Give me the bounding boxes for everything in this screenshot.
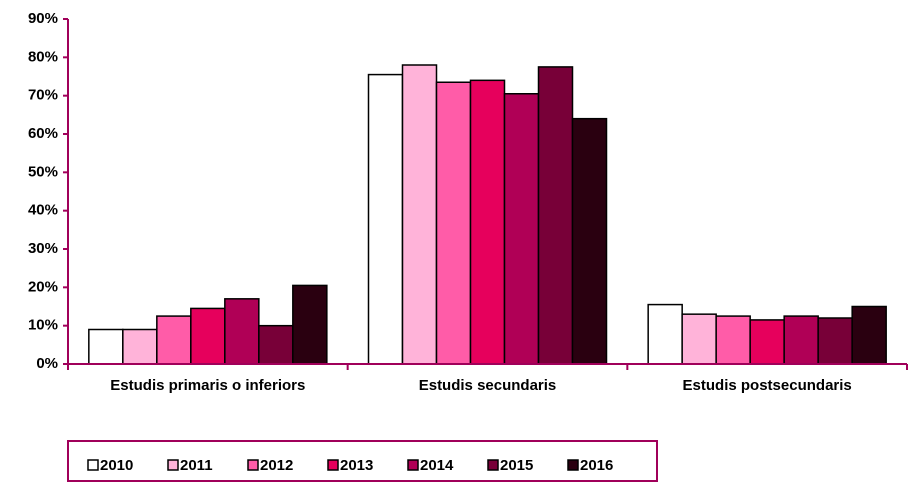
legend-swatch <box>327 459 339 471</box>
x-tick-label: Estudis postsecundaris <box>683 377 852 394</box>
bar <box>503 93 540 365</box>
y-tick-label: 50% <box>28 163 58 180</box>
bar <box>122 328 158 365</box>
x-tick-label: Estudis secundaris <box>419 377 557 394</box>
bar <box>851 305 887 365</box>
legend-box <box>67 440 658 482</box>
y-tick-label: 10% <box>28 317 58 334</box>
x-tick-label: Estudis primaris o inferiors <box>110 377 305 394</box>
bar <box>469 79 506 365</box>
legend-label: 2010 <box>100 457 133 474</box>
legend-swatch <box>87 459 99 471</box>
legend-swatch <box>167 459 179 471</box>
bar <box>817 317 853 365</box>
legend-label: 2013 <box>340 457 373 474</box>
y-tick-label: 60% <box>28 125 58 142</box>
legend-swatch <box>487 459 499 471</box>
y-tick-label: 90% <box>28 10 58 27</box>
y-tick-label: 30% <box>28 240 58 257</box>
legend-label: 2011 <box>180 457 213 474</box>
bar <box>156 315 192 365</box>
bar <box>401 64 438 365</box>
legend-label: 2015 <box>500 457 533 474</box>
bar <box>190 307 226 365</box>
bar <box>537 66 574 365</box>
legend-swatch <box>407 459 419 471</box>
bar <box>571 117 608 365</box>
y-tick-label: 70% <box>28 87 58 104</box>
legend-label: 2016 <box>580 457 613 474</box>
y-tick-label: 0% <box>36 355 58 372</box>
legend-swatch <box>567 459 579 471</box>
bar <box>435 81 472 365</box>
bar <box>749 319 785 365</box>
bar <box>647 303 683 365</box>
legend-swatch <box>247 459 259 471</box>
legend-label: 2014 <box>420 457 454 474</box>
bar <box>224 298 260 365</box>
y-tick-label: 20% <box>28 278 58 295</box>
bar <box>88 328 124 365</box>
y-tick-label: 80% <box>28 48 58 65</box>
bar <box>715 315 751 365</box>
bar <box>292 284 328 365</box>
bar <box>367 73 404 365</box>
bar <box>681 313 717 365</box>
y-tick-label: 40% <box>28 202 58 219</box>
legend-label: 2012 <box>260 457 293 474</box>
bar <box>783 315 819 365</box>
bar <box>258 324 294 365</box>
